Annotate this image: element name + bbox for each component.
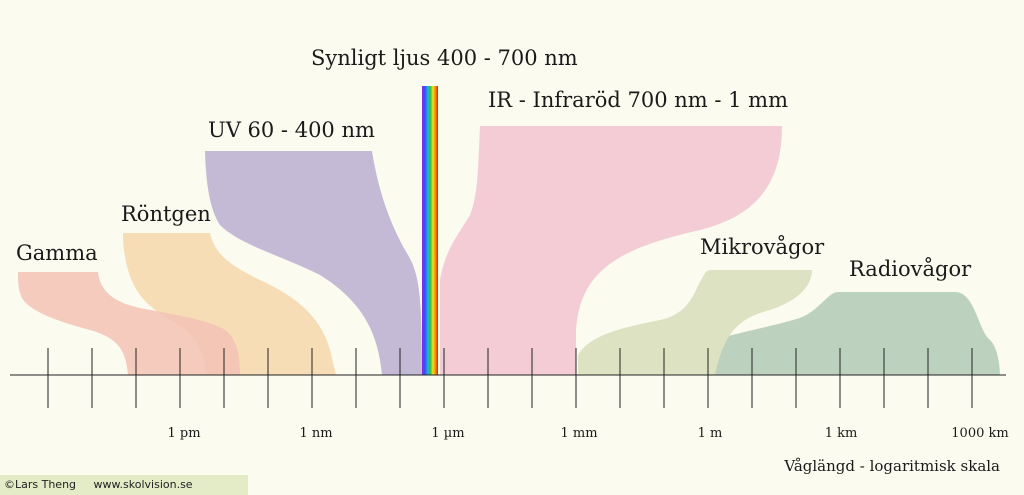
xray-band: [123, 233, 336, 375]
visible-light-bar: [422, 86, 438, 375]
gamma-label: Gamma: [16, 241, 98, 265]
tick-label-1000km: 1000 km: [951, 426, 1009, 441]
uv-label: UV 60 - 400 nm: [208, 118, 375, 142]
microwave-band: [578, 270, 812, 375]
visible-light-label: Synligt ljus 400 - 700 nm: [311, 46, 578, 70]
gamma-band: [18, 272, 240, 375]
tick-label-1um: 1 µm: [431, 426, 465, 441]
microwave-label: Mikrovågor: [700, 235, 825, 259]
tick-label-1m: 1 m: [697, 426, 723, 441]
tick-label-1pm: 1 pm: [167, 426, 201, 441]
tick-label-1nm: 1 nm: [299, 426, 333, 441]
credit-bar: ©Lars Theng www.skolvision.se: [0, 475, 248, 495]
axis-title: Våglängd - logaritmisk skala: [784, 457, 1000, 475]
tick-label-1km: 1 km: [824, 426, 858, 441]
ir-label: IR - Infraröd 700 nm - 1 mm: [488, 88, 789, 112]
credit-site[interactable]: www.skolvision.se: [93, 478, 193, 491]
tick-label-1mm: 1 mm: [560, 426, 598, 441]
ir-band: [440, 126, 782, 375]
radio-band: [706, 292, 1000, 375]
credit-author: ©Lars Theng: [4, 478, 77, 491]
axis-ticks: [47, 348, 973, 408]
radio-label: Radiovågor: [849, 257, 972, 281]
xray-label: Röntgen: [121, 202, 211, 226]
uv-band: [205, 151, 422, 375]
